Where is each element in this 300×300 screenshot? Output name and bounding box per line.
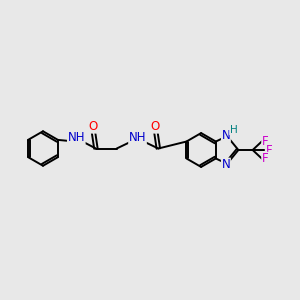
- Text: NH: NH: [129, 131, 146, 144]
- Text: NH: NH: [68, 131, 85, 144]
- Text: F: F: [266, 143, 272, 157]
- Text: F: F: [262, 135, 268, 148]
- Text: N: N: [221, 158, 230, 171]
- Text: O: O: [88, 120, 98, 133]
- Text: O: O: [151, 120, 160, 133]
- Text: F: F: [262, 152, 268, 165]
- Text: H: H: [230, 124, 238, 135]
- Text: N: N: [221, 129, 230, 142]
